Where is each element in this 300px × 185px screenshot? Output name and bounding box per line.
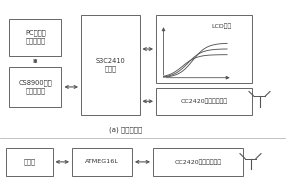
FancyBboxPatch shape bbox=[156, 88, 252, 115]
FancyBboxPatch shape bbox=[81, 15, 140, 115]
Text: PC机数据
接收与处理: PC机数据 接收与处理 bbox=[25, 30, 46, 44]
Text: CS8900以太
网控制接口: CS8900以太 网控制接口 bbox=[18, 80, 52, 94]
Text: S3C2410
处理器: S3C2410 处理器 bbox=[95, 58, 125, 72]
Text: 传感器: 传感器 bbox=[23, 159, 35, 165]
FancyBboxPatch shape bbox=[6, 148, 52, 176]
Text: CC2420无线收发模块: CC2420无线收发模块 bbox=[174, 159, 222, 165]
Text: (a) 网关结构图: (a) 网关结构图 bbox=[110, 126, 142, 133]
FancyBboxPatch shape bbox=[153, 148, 243, 176]
FancyBboxPatch shape bbox=[9, 67, 62, 107]
Text: LCD显示: LCD显示 bbox=[211, 24, 231, 29]
FancyBboxPatch shape bbox=[72, 148, 132, 176]
Text: CC2420无线收发模块: CC2420无线收发模块 bbox=[180, 98, 228, 104]
Text: ATMEG16L: ATMEG16L bbox=[85, 159, 119, 164]
FancyBboxPatch shape bbox=[9, 18, 62, 56]
FancyBboxPatch shape bbox=[156, 15, 252, 83]
